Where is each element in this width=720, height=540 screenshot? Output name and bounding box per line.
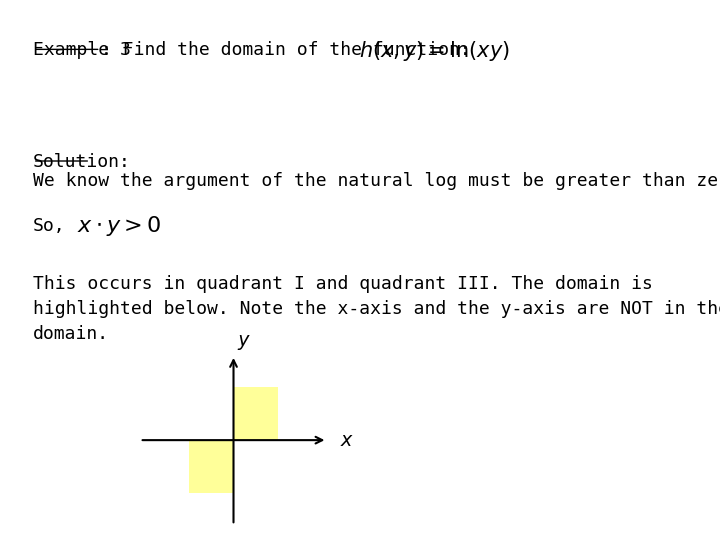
- Text: Example 3: Example 3: [33, 42, 131, 59]
- FancyBboxPatch shape: [233, 387, 278, 440]
- Text: x: x: [341, 430, 352, 450]
- Text: So,: So,: [33, 217, 66, 235]
- Text: We know the argument of the natural log must be greater than zero.: We know the argument of the natural log …: [33, 172, 720, 190]
- Text: $h(x,y)=\ln(xy)$: $h(x,y)=\ln(xy)$: [359, 39, 509, 63]
- Text: Solution:: Solution:: [33, 153, 131, 171]
- FancyBboxPatch shape: [189, 440, 233, 494]
- Text: This occurs in quadrant I and quadrant III. The domain is
highlighted below. Not: This occurs in quadrant I and quadrant I…: [33, 275, 720, 343]
- Text: y: y: [238, 330, 249, 350]
- Text: $x \cdot y > 0$: $x \cdot y > 0$: [77, 214, 162, 238]
- Text: : Find the domain of the function:: : Find the domain of the function:: [101, 42, 470, 59]
